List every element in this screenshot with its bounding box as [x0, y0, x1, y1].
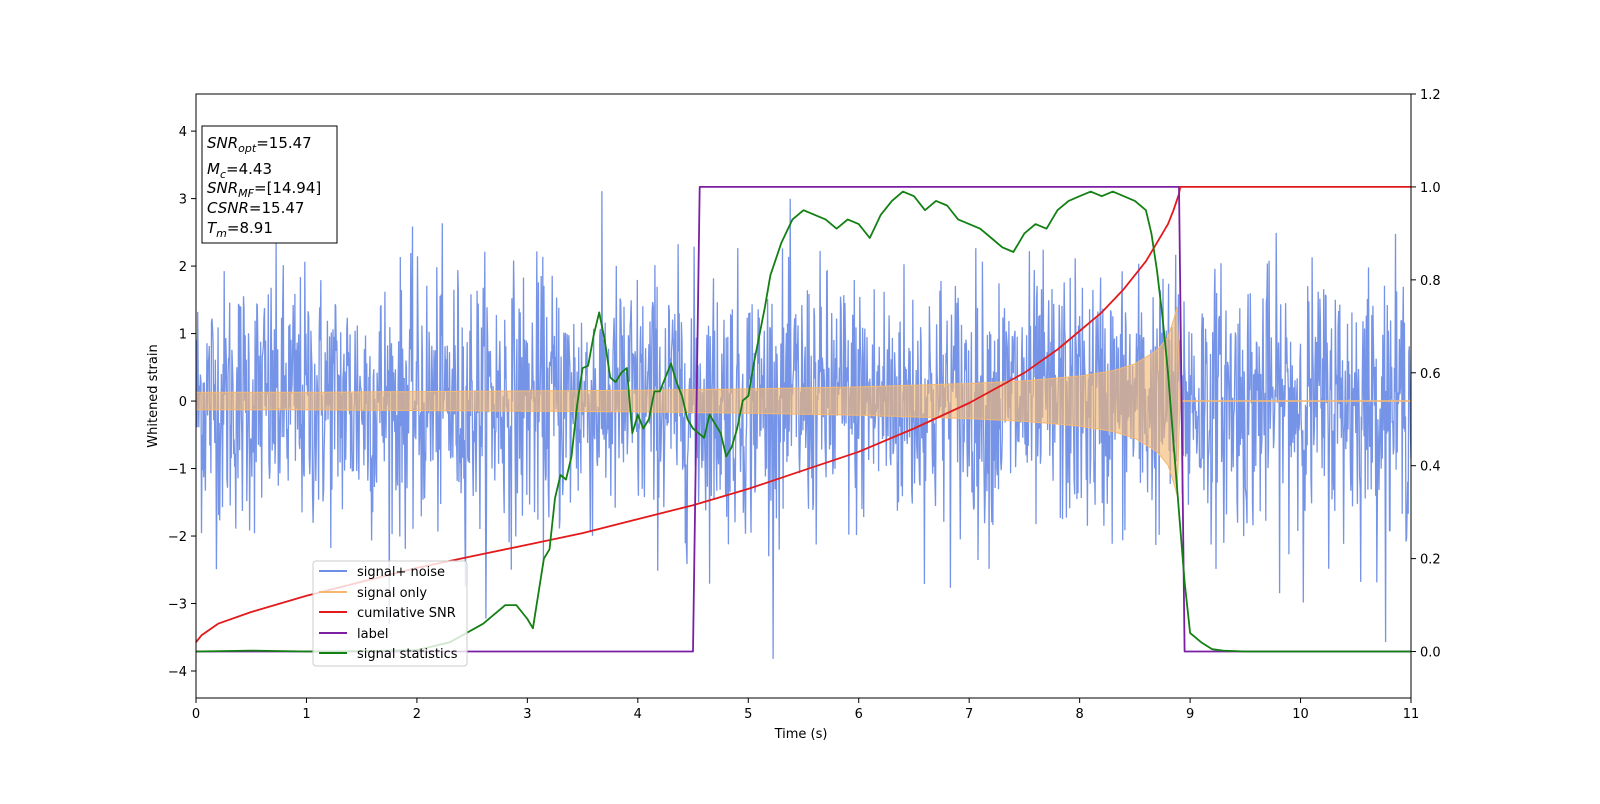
x-tick-label: 5 [744, 707, 752, 722]
x-tick-label: 2 [413, 707, 421, 722]
legend: signal+ noise signal only cumilative SNR la… [312, 560, 468, 667]
info-box: SNRopt=15.47 Mc=4.43SNRMF=[14.94]CSNR=15.… [201, 125, 338, 244]
info-box-line: Tm=8.91 [207, 219, 273, 240]
y2-tick-label: 1.2 [1420, 88, 1441, 103]
y2-tick-label: 0.0 [1420, 646, 1441, 661]
x-tick-label: 8 [1075, 707, 1083, 722]
y-tick-label: 1 [179, 328, 187, 343]
info-box-line: CSNR=15.47 [207, 199, 304, 217]
axes-layer: 0 1 2 3 4 5 6 7 8 9 10 11 −4 −3 −2 −1 0 1 2 3 4 0.0 0.2 0.4 0.6 0… [168, 88, 1441, 722]
y-tick-label: 2 [179, 260, 187, 275]
legend-label: signal+ noise [357, 565, 445, 580]
x-axis-label: Time (s) [774, 727, 828, 742]
y-tick-label: −4 [168, 665, 187, 680]
legend-label: signal statistics [357, 647, 458, 662]
x-tick-label: 7 [965, 707, 973, 722]
info-box-line: SNRMF=[14.94] [207, 179, 321, 200]
y-tick-label: 3 [179, 193, 187, 208]
x-tick-label: 0 [192, 707, 200, 722]
y2-tick-label: 0.2 [1420, 553, 1441, 568]
x-tick-label: 9 [1186, 707, 1194, 722]
y2-tick-label: 0.6 [1420, 367, 1441, 382]
y-tick-label: −2 [168, 530, 187, 545]
y2-tick-label: 0.4 [1420, 460, 1441, 475]
x-tick-label: 11 [1403, 707, 1420, 722]
y-tick-label: 4 [179, 125, 187, 140]
series-label [196, 186, 1411, 653]
info-box-line: SNRopt=15.47 [207, 134, 312, 155]
series-signal-noise [196, 191, 1411, 659]
y-tick-label: −1 [168, 463, 187, 478]
plot-frame [195, 93, 1412, 699]
legend-label: label [357, 627, 388, 642]
x-tick-label: 3 [523, 707, 531, 722]
y-axis-label: Whitened strain [146, 344, 161, 447]
x-tick-label: 4 [634, 707, 642, 722]
info-box-line: Mc=4.43 [207, 160, 272, 181]
y-tick-label: 0 [179, 395, 187, 410]
x-tick-label: 6 [855, 707, 863, 722]
x-tick-label: 10 [1292, 707, 1309, 722]
y-tick-label: −3 [168, 598, 187, 613]
series-signal-statistics [196, 190, 1411, 653]
legend-label: cumilative SNR [357, 606, 456, 621]
legend-label: signal only [357, 586, 427, 601]
x-tick-label: 1 [302, 707, 310, 722]
y2-tick-label: 1.0 [1420, 181, 1441, 196]
y2-tick-label: 0.8 [1420, 274, 1441, 289]
